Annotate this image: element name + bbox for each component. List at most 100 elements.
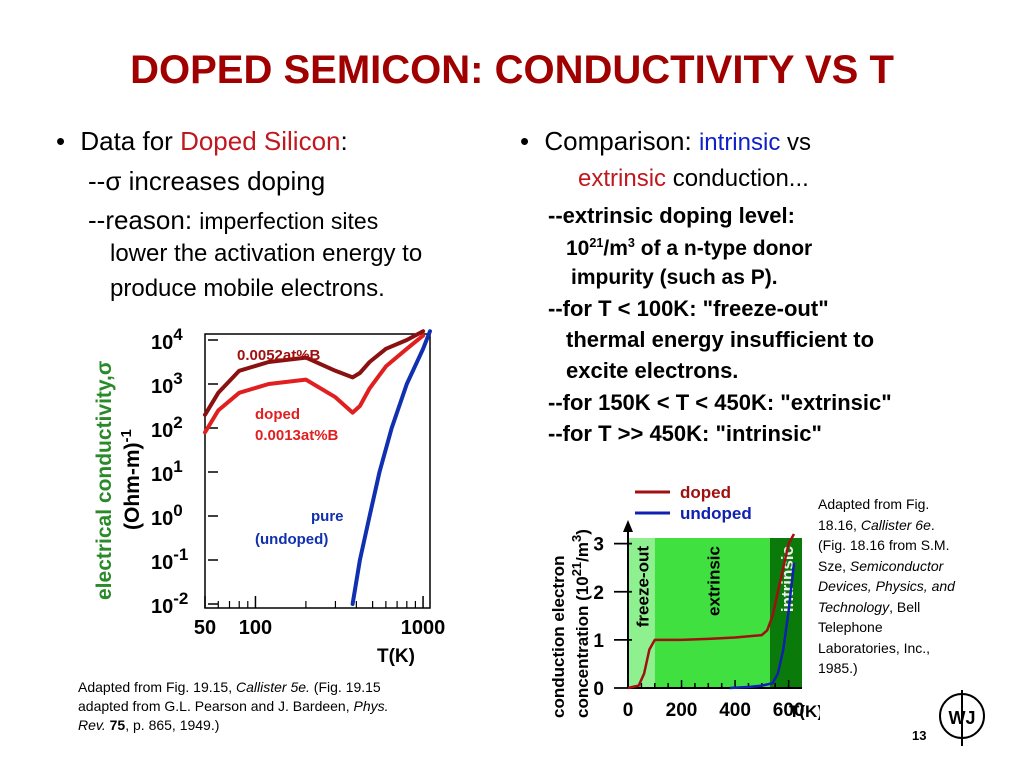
chart1-y-axis-label: electrical conductivity,σ (Ohm-m)-1: [93, 361, 144, 600]
chart2-ylabel-line1: conduction electron: [549, 556, 568, 718]
electron-concentration-chart: conduction electron concentration (1021/…: [549, 483, 820, 720]
l2-exp1: 21: [589, 236, 604, 250]
cr-l5it: Devices, Physics, and: [818, 578, 955, 594]
chart1-series: [203, 329, 432, 606]
caption-left-d: , p. 865, 1949.): [125, 717, 220, 733]
left-colon: :: [340, 126, 348, 156]
right-bullet-line: • Comparison: intrinsic vs: [520, 126, 811, 157]
cr-l7: Telephone: [818, 619, 883, 635]
chart2-regions: freeze-out extrinsic intrinsic: [628, 538, 802, 688]
left-highlight: Doped Silicon: [180, 126, 341, 156]
legend-doped-label: doped: [680, 483, 731, 502]
region-label-extrinsic: extrinsic: [704, 546, 723, 616]
caption-left-a: Adapted from Fig. 19.15,: [78, 679, 236, 695]
left-line4: produce mobile electrons.: [110, 275, 385, 302]
cr-l4it: Semiconductor: [849, 557, 944, 574]
chart1-x-ticks: 50 100 1000: [194, 596, 445, 639]
right-l5: thermal energy insufficient to: [566, 327, 875, 352]
chart1-x-axis-label: T(K): [377, 646, 415, 667]
cr-l1: Adapted from Fig.: [818, 496, 930, 512]
chart1-x-tick-label: 100: [239, 617, 272, 639]
chart2-y-tick-label: 3: [593, 535, 604, 556]
cr-l4a: Sze,: [818, 557, 850, 574]
chart1-y-tick-label: 103: [151, 369, 183, 398]
chart2-x-tick-label: 600: [773, 700, 805, 720]
vs-word: vs: [780, 129, 811, 156]
chart2-series: [627, 533, 796, 690]
chart2-ylabel-line2: concentration (1021/m3): [569, 529, 592, 718]
intrinsic-word: intrinsic: [698, 129, 781, 156]
l2-mid: /m: [603, 237, 628, 260]
region-intrinsic: [769, 538, 802, 688]
cr-l2b: .: [930, 516, 935, 533]
region-label-intrinsic: intrinsic: [778, 546, 797, 612]
chart2-y-tick-label: 2: [593, 583, 604, 604]
cr-l2a: 18.16,: [818, 516, 861, 533]
university-logo: WJ: [939, 690, 985, 746]
chart1-y-tick-label: 100: [151, 501, 183, 530]
chart1-ylabel-line2: (Ohm-m)-1: [118, 429, 144, 530]
left-line1: --σ increases doping: [88, 166, 325, 197]
l2-base: 10: [566, 237, 590, 260]
cr-l2it: Callister 6e: [860, 516, 931, 533]
right-l7: --for 150K < T < 450K: "extrinsic": [548, 390, 892, 415]
chart2-series-line-0: [627, 533, 796, 690]
line1-prefix: --: [88, 166, 106, 196]
caption-left-c: adapted from G.L. Pearson and J. Bardeen…: [78, 698, 354, 714]
l2-rest: of a n-type donor: [634, 237, 813, 260]
left-bullet-line: • Data for Doped Silicon:: [56, 126, 348, 157]
slide-title: DOPED SEMICON: CONDUCTIVITY VS T: [130, 48, 894, 92]
line2-rest: imperfection sites: [199, 208, 379, 234]
cr-l6b: , Bell: [889, 598, 921, 615]
chart1-y-tick-label: 101: [151, 457, 183, 486]
right-l6: excite electrons.: [566, 358, 739, 383]
chart2-axes: 0 1 2 3 0 200 400 600: [593, 520, 804, 720]
legend-pure: pure: [311, 508, 344, 525]
region-label-freeze-out: freeze-out: [633, 546, 652, 628]
chart1-y-tick-label: 102: [151, 413, 183, 442]
chart2-x-tick-label: 0: [623, 700, 634, 720]
left-line2: --reason: imperfection sites: [88, 205, 378, 236]
chart2-y-tick-label: 0: [593, 679, 604, 700]
legend-doped: doped: [255, 406, 300, 423]
left-label: Data for: [80, 126, 181, 156]
right-l3: impurity (such as P).: [571, 266, 778, 289]
page-number: 13: [912, 728, 927, 743]
legend-0.0052: 0.0052at%B: [237, 347, 321, 364]
chart1-x-tick-label: 50: [194, 617, 216, 639]
sigma-symbol: σ: [105, 166, 122, 196]
caption-left-a-it: Callister 5e.: [235, 679, 310, 695]
chart1-series-line-0: [203, 329, 426, 417]
chart2-x-tick-label: 400: [719, 700, 751, 720]
chart1-y-tick-label: 10-1: [151, 545, 188, 574]
chart2-y-arrow: [623, 520, 633, 532]
right-l8: --for T >> 450K: "intrinsic": [548, 421, 822, 446]
caption-left-d-it: Rev.: [78, 717, 106, 733]
right-l2: 1021/m3 of a n-type donor: [566, 236, 812, 261]
chart1-x-tick-label: 1000: [401, 617, 445, 639]
conduction-word: conduction...: [666, 165, 809, 192]
right-l4: --for T < 100K: "freeze-out": [548, 296, 829, 321]
line2-prefix: --reason:: [88, 205, 200, 235]
left-line3: lower the activation energy to: [110, 240, 423, 267]
line1-rest: increases doping: [121, 166, 326, 196]
chart1-series-line-1: [203, 333, 426, 435]
chart2-x-axis-label: T(K): [789, 702, 820, 720]
chart2-series-line-1: [729, 562, 796, 690]
chart1-series-line-2: [350, 329, 432, 606]
caption-left-b: (Fig. 19.15: [309, 679, 381, 695]
caption-left-c-it: Phys.: [353, 698, 389, 714]
extrinsic-word: extrinsic: [578, 165, 667, 192]
legend-undoped-label: undoped: [680, 504, 752, 523]
caption-left: Adapted from Fig. 19.15, Callister 5e. (…: [78, 678, 518, 735]
right-line-extrinsic: extrinsic conduction...: [578, 165, 809, 193]
chart1-y-ticks: 104 103 102 101 100 10-1 10-2: [151, 325, 218, 618]
chart1-y-tick-label: 104: [151, 325, 183, 354]
cr-l3: (Fig. 18.16 from S.M.: [818, 537, 950, 553]
caption-left-d-bold: 75: [105, 717, 126, 733]
cr-l9: 1985.): [818, 660, 858, 676]
chart2-y-tick-label: 1: [593, 631, 604, 652]
cr-l6it: Technology: [818, 598, 890, 615]
legend-0.0013: 0.0013at%B: [255, 427, 339, 444]
cr-l8: Laboratories, Inc.,: [818, 639, 931, 656]
